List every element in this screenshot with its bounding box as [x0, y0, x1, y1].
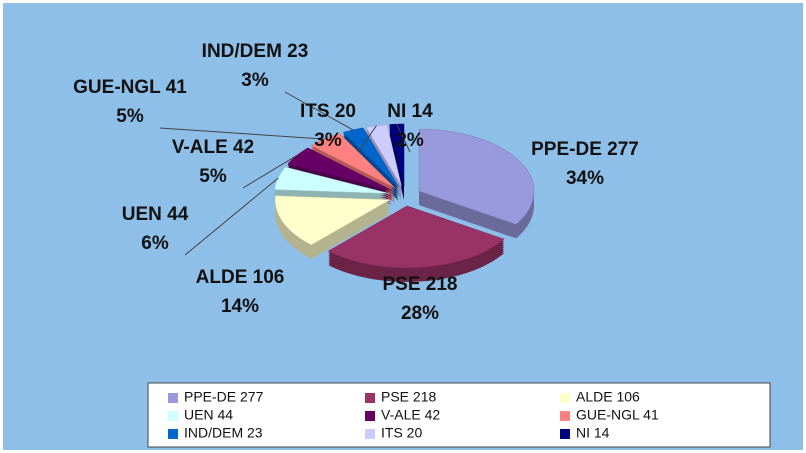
legend-swatch [365, 429, 375, 439]
legend-label: UEN 44 [184, 407, 233, 423]
slice-label: ALDE 106 [196, 267, 285, 288]
slice-percent: 3% [314, 130, 342, 151]
legend-label: PPE-DE 277 [184, 389, 264, 405]
legend-swatch [168, 429, 178, 439]
slice-label: PSE 218 [383, 274, 458, 295]
slice-label: PPE-DE 277 [531, 139, 639, 160]
legend-swatch [560, 429, 570, 439]
slice-percent: 14% [221, 296, 259, 317]
slice [342, 127, 399, 188]
legend-label: IND/DEM 23 [184, 425, 263, 441]
slice-percent: 6% [141, 233, 169, 254]
leader-line [184, 177, 279, 256]
slice-label: ITS 20 [300, 101, 356, 122]
legend-box [147, 382, 771, 448]
legend-swatch [560, 411, 570, 421]
slice-side [365, 128, 402, 191]
legend-swatch [365, 393, 375, 403]
legend-swatch [168, 411, 178, 421]
slice-label: GUE-NGL 41 [73, 77, 187, 98]
slice-percent: 3% [241, 70, 269, 91]
slice-label: IND/DEM 23 [202, 41, 309, 62]
slice-percent: 5% [116, 106, 144, 127]
slice-percent: 34% [566, 168, 604, 189]
legend-swatch [560, 393, 570, 403]
slice-label: UEN 44 [122, 204, 189, 225]
slice-percent: 5% [199, 166, 227, 187]
legend-label: NI 14 [576, 425, 610, 441]
legend-label: PSE 218 [381, 389, 436, 405]
leader-line [159, 127, 325, 140]
slice-percent: 2% [396, 130, 424, 151]
legend-label: GUE-NGL 41 [576, 407, 659, 423]
leader-line [284, 91, 354, 131]
legend-label: ALDE 106 [576, 389, 640, 405]
legend-label: V-ALE 42 [381, 407, 440, 423]
slice-label: NI 14 [387, 101, 433, 122]
slice-percent: 28% [401, 303, 439, 324]
leader-line [357, 125, 377, 153]
leader-line [242, 155, 297, 189]
slice-label: V-ALE 42 [172, 137, 254, 158]
legend-label: ITS 20 [381, 425, 422, 441]
legend-swatch [365, 411, 375, 421]
slice [418, 128, 535, 225]
legend-swatch [168, 393, 178, 403]
slice [274, 166, 390, 194]
slice [389, 123, 405, 187]
leader-line [396, 123, 411, 153]
slice [274, 195, 392, 246]
slice [327, 205, 505, 269]
